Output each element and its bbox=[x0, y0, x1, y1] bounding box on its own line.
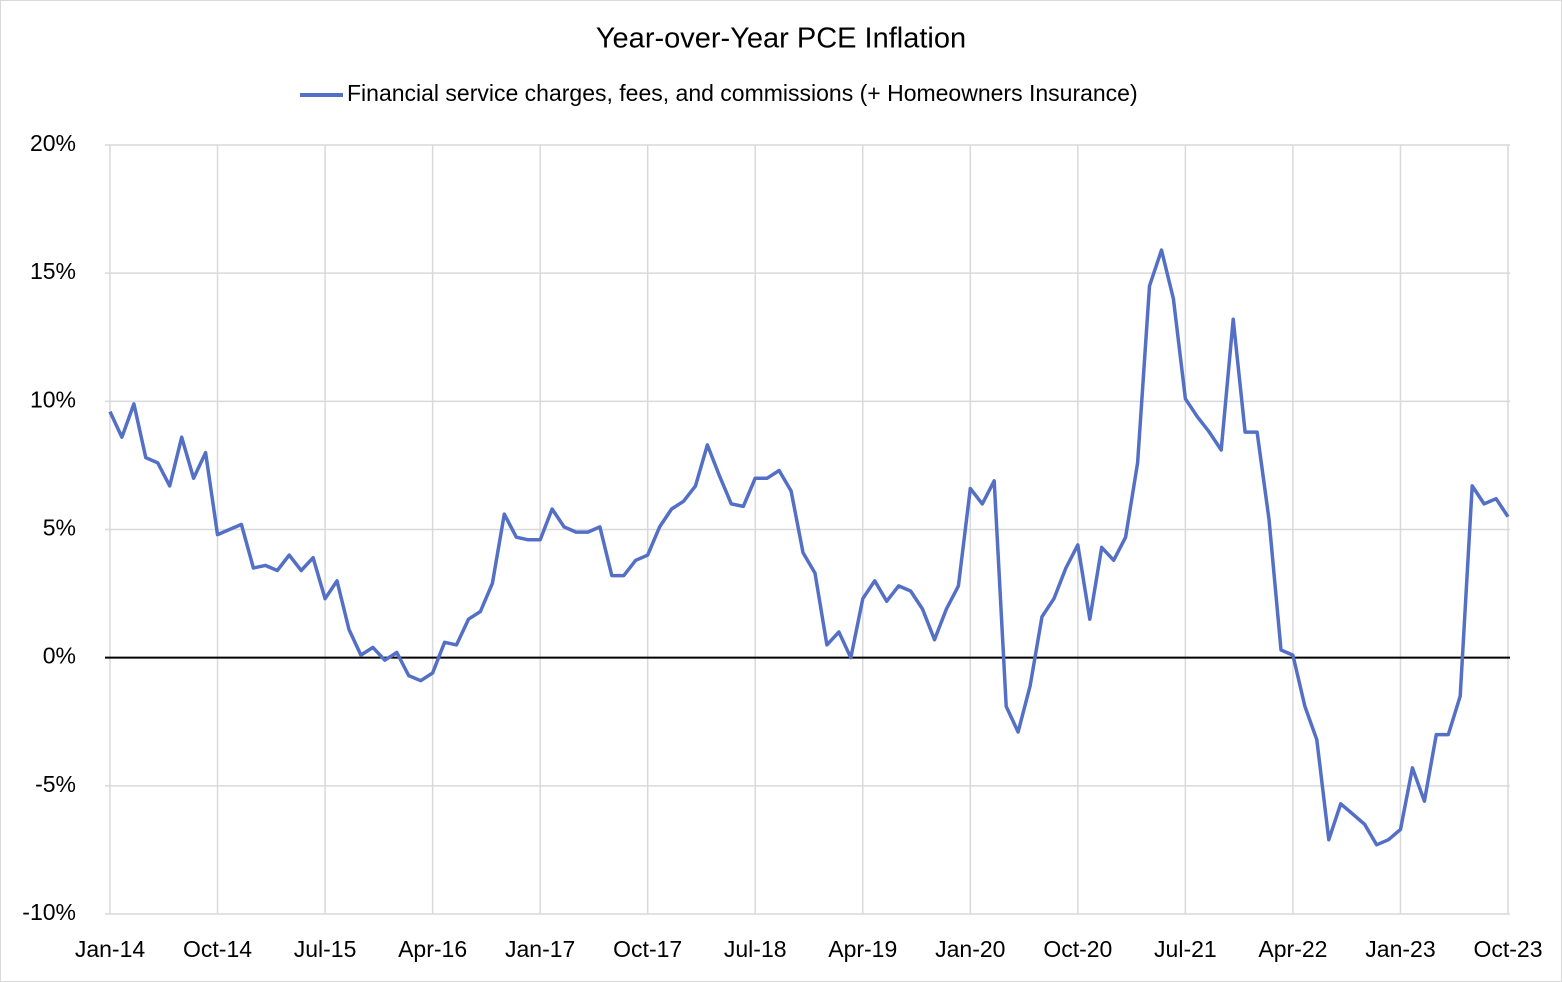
x-tick-label: Oct-17 bbox=[613, 936, 682, 962]
x-tick-label: Jul-21 bbox=[1154, 936, 1217, 962]
y-tick-label: 20% bbox=[30, 130, 76, 156]
x-tick-label: Apr-16 bbox=[398, 936, 467, 962]
x-tick-label: Oct-20 bbox=[1043, 936, 1112, 962]
x-tick-label: Jan-20 bbox=[935, 936, 1005, 962]
x-tick-label: Oct-23 bbox=[1473, 936, 1542, 962]
y-tick-label: 0% bbox=[43, 643, 76, 669]
x-tick-label: Jan-17 bbox=[505, 936, 575, 962]
y-tick-label: 15% bbox=[30, 258, 76, 284]
x-tick-label: Apr-22 bbox=[1258, 936, 1327, 962]
y-tick-label: 10% bbox=[30, 386, 76, 412]
x-tick-label: Jul-15 bbox=[294, 936, 357, 962]
legend-label: Financial service charges, fees, and com… bbox=[347, 80, 1138, 106]
y-tick-label: -5% bbox=[35, 771, 76, 797]
x-tick-label: Apr-19 bbox=[828, 936, 897, 962]
x-tick-label: Jan-23 bbox=[1365, 936, 1435, 962]
chart-title: Year-over-Year PCE Inflation bbox=[596, 23, 966, 55]
x-tick-label: Jan-14 bbox=[75, 936, 146, 962]
y-tick-label: 5% bbox=[43, 515, 76, 541]
x-tick-label: Oct-14 bbox=[183, 936, 252, 962]
data-line bbox=[108, 248, 1510, 847]
y-tick-label: -10% bbox=[22, 899, 76, 925]
x-tick-label: Jul-18 bbox=[724, 936, 787, 962]
